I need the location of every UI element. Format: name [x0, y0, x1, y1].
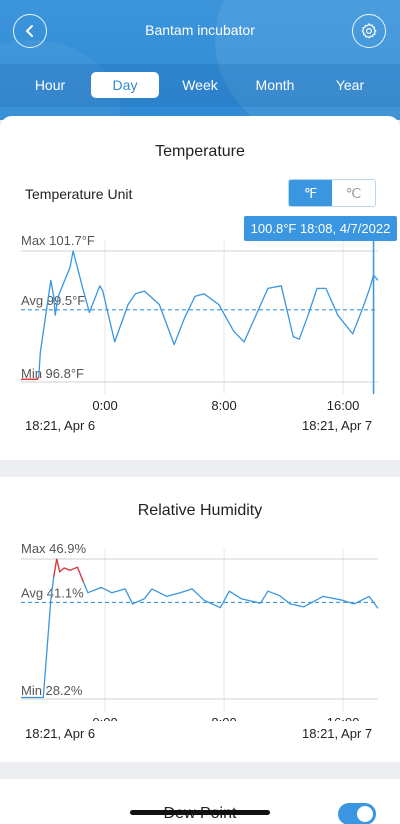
min-label: Min 28.2% — [21, 683, 83, 698]
x-tick-label: 16:00 — [327, 398, 360, 413]
dew-point-card — [0, 779, 400, 824]
humidity-title: Relative Humidity — [137, 502, 263, 519]
tab-hour[interactable]: Hour — [34, 77, 66, 93]
tab-month[interactable]: Month — [255, 77, 295, 93]
humidity-card: Relative Humidity — [0, 477, 400, 762]
time-range-tabs: Hour Day Week Month Year — [0, 64, 400, 107]
humidity-chart[interactable]: 0:00 8:00 16:00 Max 46.9% Avg 41.1% Min 28.2% — [0, 536, 400, 721]
temperature-start-date: 18:21, Apr 6 — [25, 418, 96, 433]
x-tick-label: 0:00 — [92, 715, 117, 721]
series-line — [21, 250, 379, 380]
temperature-title: Temperature — [155, 143, 245, 160]
humidity-end-date: 18:21, Apr 7 — [302, 726, 373, 741]
chevron-left-icon — [26, 25, 33, 37]
back-button[interactable] — [13, 14, 47, 48]
tab-week[interactable]: Week — [182, 77, 218, 93]
page-title: Bantam incubator — [145, 22, 255, 38]
unit-celsius-option[interactable]: ℃ — [345, 185, 362, 201]
gear-icon — [361, 23, 377, 39]
temperature-tooltip: 100.8°F 18:08, 4/7/2022 — [244, 216, 397, 241]
tab-day[interactable]: Day — [91, 72, 159, 98]
settings-button[interactable] — [352, 14, 386, 48]
temperature-unit-toggle: ℉ ℃ — [288, 179, 376, 207]
temperature-chart[interactable]: 0:00 8:00 16:00 Max 101.7°F Avg 99.5°F Min 96… — [0, 230, 400, 415]
humidity-start-date: 18:21, Apr 6 — [25, 726, 96, 741]
temperature-end-date: 18:21, Apr 7 — [302, 418, 373, 433]
min-label: Min 96.8°F — [21, 366, 84, 381]
temperature-unit-label: Temperature Unit — [25, 186, 133, 202]
alarm-segment — [21, 376, 40, 380]
avg-label: Avg 41.1% — [21, 585, 84, 600]
x-tick-label: 8:00 — [211, 715, 236, 721]
unit-fahrenheit-option[interactable]: ℉ — [289, 180, 332, 206]
x-tick-label: 16:00 — [327, 715, 360, 721]
max-label: Max 46.9% — [21, 541, 86, 556]
temperature-card: Temperature Temperature Unit ℉ ℃ — [0, 116, 400, 460]
x-tick-label: 0:00 — [92, 398, 117, 413]
max-label: Max 101.7°F — [21, 233, 95, 248]
home-indicator — [130, 810, 270, 815]
x-tick-label: 8:00 — [211, 398, 236, 413]
dew-point-toggle[interactable] — [338, 803, 376, 824]
toggle-knob — [357, 806, 373, 822]
tab-year[interactable]: Year — [335, 77, 365, 93]
series-line — [21, 558, 379, 699]
avg-label: Avg 99.5°F — [21, 293, 85, 308]
app-header: Bantam incubator Hour Day Week Month Yea… — [0, 0, 400, 120]
alarm-segment — [53, 558, 85, 583]
